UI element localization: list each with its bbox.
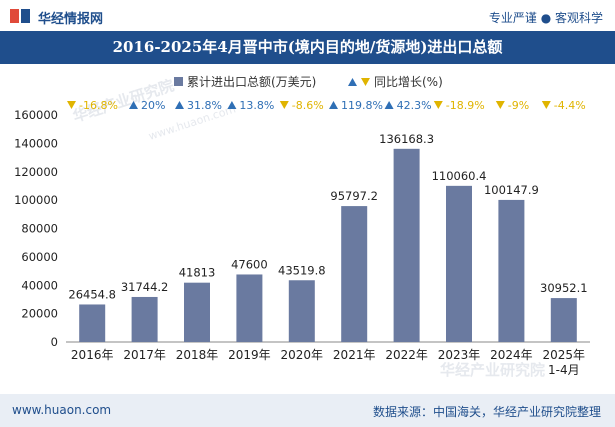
bar: [550, 298, 577, 342]
growth-label: 31.8%: [187, 99, 222, 112]
y-tick-label: 80000: [21, 222, 58, 236]
growth-down-icon: [67, 101, 76, 109]
x-tick-label: 2020年: [281, 348, 324, 362]
footer-url[interactable]: www.huaon.com: [12, 403, 112, 417]
legend-up-triangle-icon: [348, 78, 357, 86]
growth-label: -9%: [508, 99, 529, 112]
bar-value-label: 47600: [231, 257, 268, 271]
footer-source: 数据来源：中国海关，华经产业研究院整理: [372, 405, 601, 419]
growth-label: -4.4%: [554, 99, 586, 112]
bar: [341, 206, 368, 342]
growth-down-icon: [495, 101, 505, 109]
growth-up-icon: [175, 101, 184, 109]
legend-label-growth: 同比增长(%): [374, 75, 443, 89]
growth-label: 20%: [141, 99, 165, 112]
x-tick-label: 2022年: [385, 348, 428, 362]
bar-value-label: 95797.2: [330, 189, 378, 203]
growth-label: -16.8%: [79, 99, 118, 112]
x-tick-label: 2024年: [490, 348, 533, 362]
x-tick-label: 2021年: [333, 348, 376, 362]
growth-down-icon: [541, 101, 551, 109]
x-tick-label: 2023年: [438, 348, 481, 362]
growth-up-icon: [329, 101, 338, 109]
growth-down-icon: [279, 101, 289, 109]
growth-label: -18.9%: [446, 99, 485, 112]
legend-down-triangle-icon: [361, 78, 370, 86]
logo-icon: [10, 9, 30, 23]
bar-value-label: 41813: [179, 266, 216, 280]
x-tick-label: 1-4月: [548, 363, 580, 377]
bar-value-label: 110060.4: [432, 169, 487, 183]
y-tick-label: 140000: [14, 136, 58, 150]
bar: [498, 199, 525, 342]
bar-value-label: 136168.3: [379, 132, 434, 146]
tagline: 专业严谨 ● 客观科学: [488, 11, 603, 25]
bar: [184, 282, 210, 342]
growth-label: 119.8%: [341, 99, 383, 112]
bar-value-label: 31744.2: [121, 280, 169, 294]
chart-title: 2016-2025年4月晋中市(境内目的地/货源地)进出口总额: [0, 31, 615, 64]
bar-value-label: 43519.8: [278, 263, 326, 277]
y-tick-label: 0: [51, 335, 58, 349]
y-tick-label: 20000: [21, 307, 58, 321]
y-tick-label: 160000: [14, 108, 58, 122]
bar-value-label: 100147.9: [484, 183, 539, 197]
x-tick-label: 2025年: [543, 348, 586, 362]
watermark-text: 华经产业研究院: [440, 361, 545, 379]
bar: [79, 304, 106, 342]
bar: [446, 185, 472, 342]
x-tick-label: 2016年: [71, 348, 114, 362]
growth-up-icon: [129, 101, 138, 109]
top-bar: 华经情报网 专业严谨 ● 客观科学: [0, 0, 615, 31]
x-tick-label: 2017年: [123, 348, 166, 362]
y-tick-label: 40000: [21, 278, 58, 292]
growth-label: -8.6%: [292, 99, 324, 112]
growth-up-icon: [227, 101, 237, 109]
growth-down-icon: [433, 101, 443, 109]
bar: [131, 296, 158, 342]
y-tick-label: 120000: [14, 165, 58, 179]
y-tick-label: 100000: [14, 193, 58, 207]
growth-up-icon: [384, 101, 394, 109]
x-tick-label: 2018年: [176, 348, 219, 362]
brand-name: 华经情报网: [38, 12, 104, 27]
y-tick-label: 60000: [21, 250, 58, 264]
footer: www.huaon.com 数据来源：中国海关，华经产业研究院整理: [0, 394, 615, 427]
bar-value-label: 30952.1: [540, 281, 588, 295]
bar: [393, 148, 420, 342]
bar-value-label: 26454.8: [68, 287, 116, 301]
legend-label-total: 累计进出口总额(万美元): [187, 75, 316, 89]
bar: [236, 274, 263, 342]
x-tick-label: 2019年: [228, 348, 271, 362]
growth-label: 13.8%: [239, 99, 274, 112]
legend-swatch-total: [174, 77, 183, 86]
bar: [288, 280, 315, 342]
growth-label: 42.3%: [397, 99, 432, 112]
